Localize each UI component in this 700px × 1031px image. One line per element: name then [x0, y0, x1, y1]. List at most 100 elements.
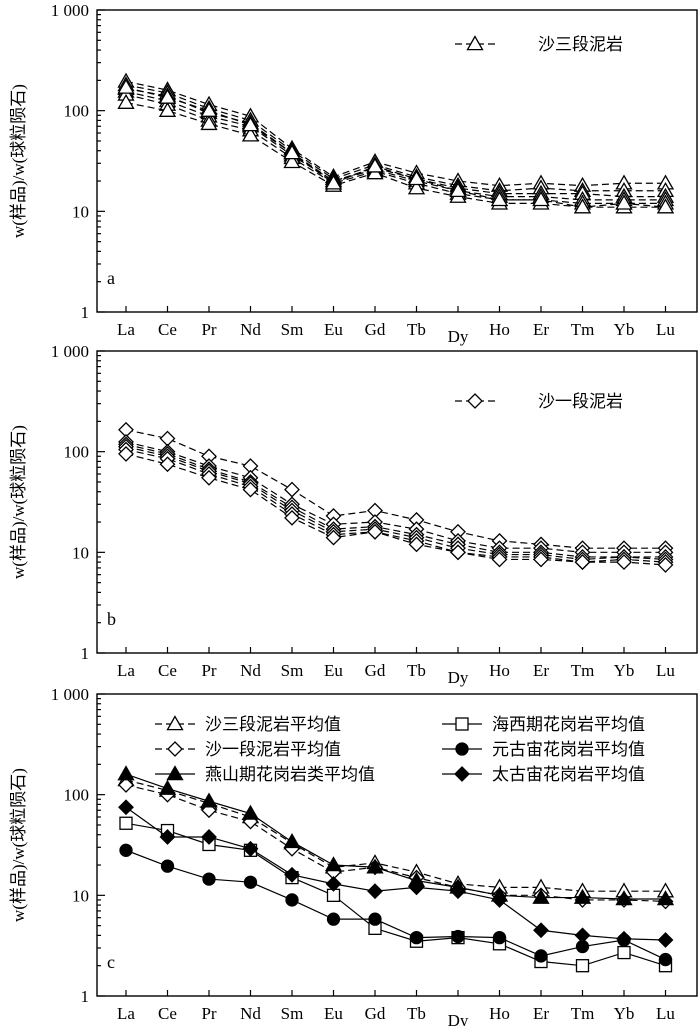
series-line — [125, 90, 666, 201]
data-point — [158, 779, 177, 795]
data-point — [366, 157, 384, 173]
data-point — [325, 529, 342, 546]
legend-marker — [466, 35, 484, 51]
data-point — [159, 430, 176, 447]
x-tick-label: Nd — [240, 320, 261, 339]
data-point — [574, 927, 591, 944]
legend-marker — [166, 765, 184, 781]
series-line — [125, 849, 666, 961]
x-tick-label: Yb — [614, 320, 635, 339]
x-tick-label: Pr — [201, 661, 216, 680]
x-tick-label: Yb — [614, 1004, 635, 1023]
x-tick-label: Sm — [281, 320, 304, 339]
data-point — [158, 88, 177, 104]
legend-label: 沙一段泥岩 — [538, 392, 623, 412]
data-point — [117, 93, 135, 109]
series-7 — [117, 78, 675, 214]
x-tick-label: Pr — [201, 1004, 216, 1023]
y-tick-label: 1 — [81, 987, 90, 1006]
y-tick-label: 1 000 — [51, 685, 89, 704]
legend-marker — [455, 717, 469, 731]
x-tick-label: Lu — [656, 661, 675, 680]
series-line — [125, 86, 666, 208]
series-line — [125, 822, 666, 967]
series-1 — [118, 421, 674, 557]
y-tick-label: 1 000 — [51, 1, 89, 20]
data-point — [656, 198, 675, 214]
data-point — [657, 556, 674, 573]
data-point — [326, 912, 341, 926]
data-point — [615, 890, 633, 906]
panel-letter: a — [107, 268, 115, 288]
data-point — [119, 816, 133, 830]
series-line — [125, 784, 666, 903]
x-tick-label: Er — [533, 661, 549, 680]
legend: 沙一段泥岩 — [455, 392, 623, 412]
legend-label: 元古宙花岗岩平均值 — [492, 740, 645, 760]
chart-panel-a: 1 10 100 1 000 La Ce Pr Nd Sm Eu Gd Tb Dy Ho Er Tm Yb Lu w… — [9, 1, 698, 346]
x-tick-label: Ce — [158, 1004, 177, 1023]
data-point — [450, 883, 466, 900]
data-point — [200, 115, 218, 131]
data-point — [408, 536, 425, 553]
panel-letter: c — [107, 952, 115, 972]
data-point — [284, 509, 300, 526]
plot-frame — [96, 9, 698, 313]
data-point — [119, 843, 133, 857]
x-tick-label: Yb — [614, 661, 635, 680]
x-tick-label: Tm — [571, 320, 595, 339]
data-point — [367, 883, 383, 900]
data-point — [451, 929, 465, 944]
data-point — [241, 116, 260, 132]
legend-marker — [167, 741, 183, 757]
x-tick-label: Ho — [489, 661, 510, 680]
data-point — [368, 912, 382, 926]
series-6 — [118, 445, 674, 573]
x-tick-label: Dy — [448, 327, 469, 346]
x-tick-label: Gd — [365, 320, 386, 339]
x-tick-label: Gd — [365, 1004, 386, 1023]
data-point — [616, 930, 632, 947]
x-tick-label: Er — [533, 1004, 549, 1023]
x-tick-label: Sm — [281, 661, 304, 680]
series-6 — [118, 799, 674, 948]
y-tick-label: 100 — [64, 786, 90, 805]
data-point — [408, 879, 425, 896]
data-point — [533, 922, 549, 939]
data-point — [201, 829, 217, 845]
y-tick-label: 100 — [64, 443, 90, 462]
data-point — [118, 445, 134, 462]
x-tick-label: Ce — [158, 320, 177, 339]
data-point — [324, 856, 343, 872]
data-point — [575, 959, 590, 973]
x-tick-label: Eu — [324, 661, 343, 680]
y-axis-label: w(样品)/w(球粒陨石) — [9, 768, 28, 922]
x-tick-label: Ho — [489, 320, 510, 339]
legend-marker — [166, 715, 184, 731]
data-point — [242, 481, 259, 498]
x-tick-label: Sm — [281, 1004, 304, 1023]
data-point — [658, 952, 673, 967]
data-point — [656, 890, 675, 906]
y-tick-label: 10 — [72, 886, 89, 905]
data-point — [534, 949, 548, 963]
data-point — [450, 544, 466, 561]
plot-frame — [96, 350, 698, 654]
y-tick-label: 1 — [81, 644, 90, 663]
data-point — [616, 554, 632, 571]
data-point — [284, 481, 300, 498]
data-point — [200, 101, 218, 117]
series-5 — [118, 441, 674, 571]
series-2 — [117, 76, 675, 198]
x-tick-label: Ce — [158, 661, 177, 680]
x-tick-label: Pr — [201, 320, 216, 339]
data-point — [325, 875, 342, 892]
x-tick-label: Tb — [407, 661, 426, 680]
x-tick-label: Tb — [407, 320, 426, 339]
legend-label: 沙一段泥岩平均值 — [205, 740, 341, 760]
data-point — [160, 859, 175, 873]
x-tick-label: Eu — [324, 1004, 343, 1023]
series-line — [125, 102, 666, 208]
series-1 — [117, 771, 675, 898]
